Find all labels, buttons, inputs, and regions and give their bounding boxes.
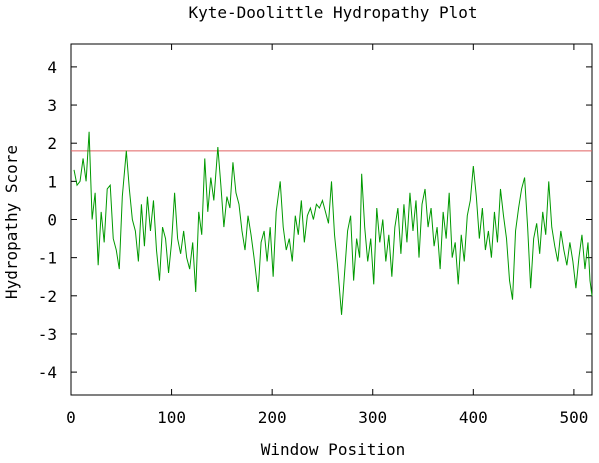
y-tick-label: -4 — [38, 363, 57, 382]
y-tick-label: 1 — [47, 172, 57, 191]
data-line — [73, 131, 593, 315]
y-tick-label: 0 — [47, 211, 57, 230]
x-tick-label: 500 — [559, 408, 588, 427]
x-axis-label: Window Position — [261, 440, 406, 459]
chart-title: Kyte-Doolittle Hydropathy Plot — [189, 3, 478, 22]
y-axis-label: Hydropathy Score — [2, 145, 21, 299]
x-tick-label: 400 — [459, 408, 488, 427]
y-tick-label: -2 — [38, 287, 57, 306]
y-tick-label: -3 — [38, 325, 57, 344]
y-tick-label: 3 — [47, 96, 57, 115]
y-tick-label: 2 — [47, 134, 57, 153]
x-tick-label: 0 — [66, 408, 76, 427]
x-tick-label: 300 — [358, 408, 387, 427]
x-tick-label: 100 — [157, 408, 186, 427]
y-tick-label: 4 — [47, 58, 57, 77]
x-tick-label: 200 — [258, 408, 287, 427]
y-tick-label: -1 — [38, 249, 57, 268]
